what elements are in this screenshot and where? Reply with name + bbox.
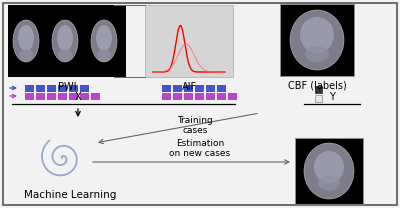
Bar xyxy=(206,85,215,92)
Text: AIF: AIF xyxy=(182,82,196,92)
Ellipse shape xyxy=(18,25,34,51)
Ellipse shape xyxy=(304,143,354,199)
Bar xyxy=(173,93,182,100)
Ellipse shape xyxy=(57,25,73,51)
Ellipse shape xyxy=(19,49,33,61)
Bar xyxy=(69,85,78,92)
Bar xyxy=(184,85,193,92)
Bar xyxy=(195,93,204,100)
Bar xyxy=(217,85,226,92)
Ellipse shape xyxy=(290,10,344,70)
Ellipse shape xyxy=(52,20,78,62)
Ellipse shape xyxy=(314,151,344,183)
Text: CBF (labels): CBF (labels) xyxy=(288,81,346,91)
Bar xyxy=(25,93,34,100)
Text: Training
cases: Training cases xyxy=(177,116,213,135)
Ellipse shape xyxy=(91,20,117,62)
Text: Estimation
on new cases: Estimation on new cases xyxy=(170,139,230,158)
Bar xyxy=(162,93,171,100)
Bar xyxy=(25,85,34,92)
Text: Machine Learning: Machine Learning xyxy=(24,190,116,200)
Bar xyxy=(228,93,237,100)
Text: X: X xyxy=(75,92,81,102)
Bar xyxy=(195,85,204,92)
Ellipse shape xyxy=(96,25,112,51)
Bar xyxy=(217,93,226,100)
Bar xyxy=(80,85,89,92)
Bar xyxy=(162,85,171,92)
Bar xyxy=(36,93,45,100)
Text: PWI: PWI xyxy=(58,82,76,92)
Bar xyxy=(58,93,67,100)
Bar xyxy=(69,93,78,100)
Bar xyxy=(295,138,363,204)
Bar xyxy=(36,85,45,92)
Ellipse shape xyxy=(300,17,334,53)
Text: Y: Y xyxy=(329,92,335,102)
Ellipse shape xyxy=(97,49,111,61)
Bar xyxy=(80,93,89,100)
Bar xyxy=(280,4,354,76)
Bar xyxy=(8,5,126,77)
Bar xyxy=(184,93,193,100)
Bar xyxy=(145,5,233,77)
Bar xyxy=(91,93,100,100)
Bar xyxy=(47,93,56,100)
Bar xyxy=(47,85,56,92)
Ellipse shape xyxy=(58,49,72,61)
Ellipse shape xyxy=(305,46,329,62)
Ellipse shape xyxy=(13,20,39,62)
Bar xyxy=(173,85,182,92)
Ellipse shape xyxy=(318,176,340,191)
Bar xyxy=(314,86,322,93)
Bar xyxy=(206,93,215,100)
Bar xyxy=(314,95,322,102)
Bar xyxy=(58,85,67,92)
